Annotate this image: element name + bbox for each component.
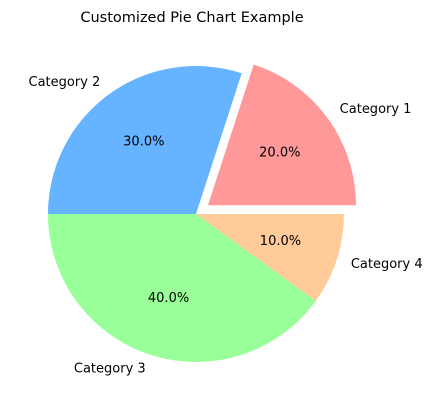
pie-slice-category-2	[48, 65, 242, 214]
pie-slice-category-1	[207, 64, 356, 206]
category-label-category-4: Category 4	[351, 257, 423, 272]
pct-label-category-1: 20.0%	[259, 146, 300, 161]
pie-labels: 20.0% Category 1 30.0% Category 2 40.0% Categ…	[29, 75, 423, 377]
pct-label-category-4: 10.0%	[260, 234, 301, 249]
pct-label-category-3: 40.0%	[148, 291, 189, 306]
pie-slice-category-3	[48, 214, 316, 363]
category-label-category-1: Category 1	[340, 102, 412, 117]
category-label-category-3: Category 3	[74, 361, 146, 376]
pie-slices	[48, 64, 356, 363]
chart-title: Customized Pie Chart Example	[80, 10, 303, 26]
pie-slice-category-4	[196, 214, 344, 301]
category-label-category-2: Category 2	[29, 75, 101, 90]
pct-label-category-2: 30.0%	[123, 135, 164, 150]
